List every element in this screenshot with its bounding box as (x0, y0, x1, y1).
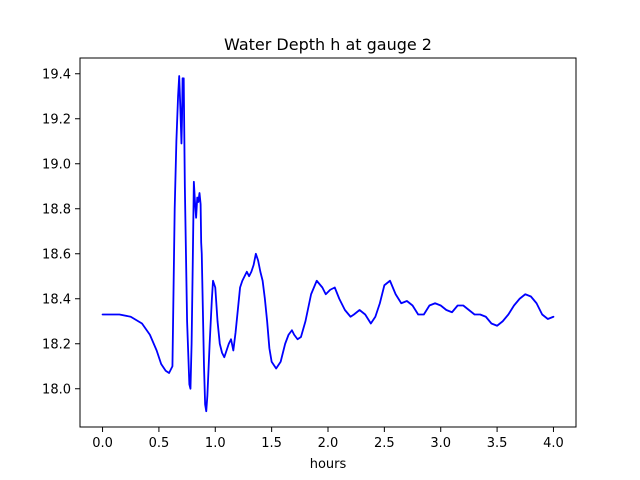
y-tick-label: 19.2 (42, 112, 71, 127)
chart-title: Water Depth h at gauge 2 (224, 35, 432, 54)
y-tick-label: 19.4 (42, 67, 71, 82)
y-tick-label: 18.4 (42, 292, 71, 307)
y-axis: 18.0 18.2 18.4 18.6 18.8 19.0 19.2 19.4 (42, 67, 80, 397)
x-tick-label: 4.0 (543, 436, 564, 451)
x-tick-label: 1.5 (261, 436, 282, 451)
x-axis-label: hours (310, 457, 347, 472)
x-tick-label: 0.5 (149, 436, 170, 451)
x-tick-label: 2.0 (318, 436, 339, 451)
x-tick-label: 3.0 (430, 436, 451, 451)
x-tick-label: 2.5 (374, 436, 395, 451)
y-tick-label: 18.8 (42, 202, 71, 217)
y-tick-label: 18.6 (42, 247, 71, 262)
y-tick-label: 18.0 (42, 382, 71, 397)
series-line (101, 75, 555, 413)
x-tick-label: 0.0 (92, 436, 113, 451)
x-tick-label: 1.0 (205, 436, 226, 451)
y-tick-label: 19.0 (42, 157, 71, 172)
x-axis: 0.0 0.5 1.0 1.5 2.0 2.5 3.0 3.5 4.0 (92, 427, 564, 451)
x-tick-label: 3.5 (487, 436, 508, 451)
y-tick-label: 18.2 (42, 337, 71, 352)
